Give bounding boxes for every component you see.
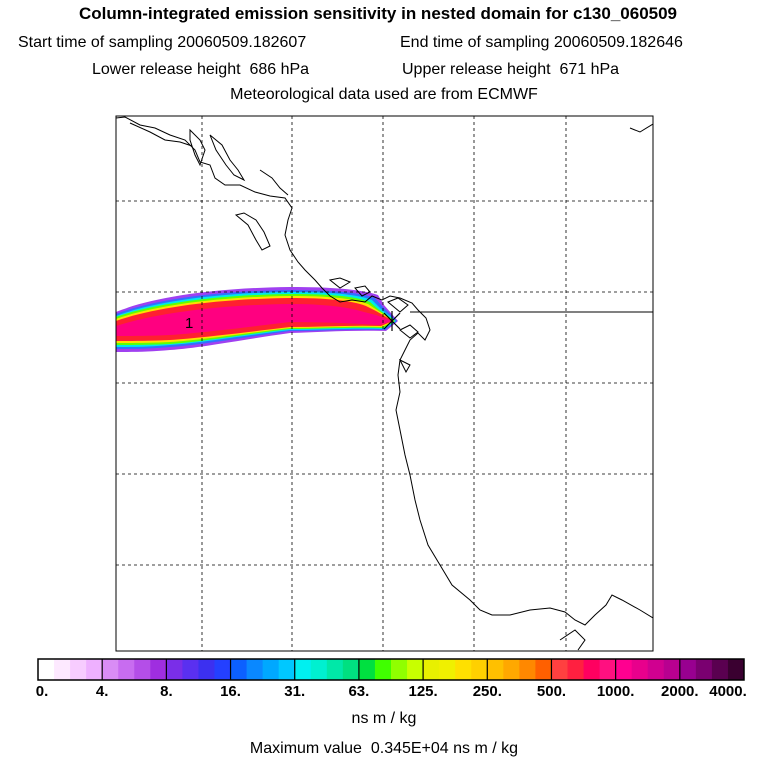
colorbar-tick-label: 0. (35, 683, 49, 700)
colorbar-cell (679, 659, 697, 680)
end-time-value: 20060509.182646 (553, 34, 683, 51)
colorbar-tick-label: 4000. (709, 683, 747, 700)
upper-height-label: Upper release height (402, 61, 551, 78)
colorbar-cell (54, 659, 71, 680)
start-time-line: Start time of sampling 20060509.182607 (18, 34, 306, 52)
map-frame (115, 115, 654, 652)
colorbar-cell (198, 659, 215, 680)
colorbar-cell (374, 659, 392, 680)
colorbar-cell (358, 659, 376, 680)
colorbar-units: ns m / kg (351, 710, 417, 727)
coastline (116, 116, 653, 651)
sensitivity-plume (116, 287, 398, 352)
colorbar-cell (551, 659, 568, 680)
colorbar-cell (86, 659, 103, 680)
end-time-label: End time of sampling (400, 34, 550, 51)
maximum-value-line: Maximum value 0.345E+04 ns m / kg (0, 740, 768, 758)
colorbar-cell (102, 659, 119, 680)
colorbar-tick-label: 125. (408, 683, 438, 700)
lower-height-line: Lower release height 686 hPa (92, 61, 309, 79)
colorbar-cell (230, 659, 248, 680)
end-time-line: End time of sampling 20060509.182646 (400, 34, 683, 52)
colorbar-cell (599, 659, 617, 680)
colorbar-tick-label: 2000. (661, 683, 699, 700)
colorbar-cell (439, 659, 456, 680)
plume-layer-magenta (116, 304, 392, 336)
release-marker (383, 311, 401, 331)
colorbar-tick-label: 16. (220, 683, 241, 700)
colorbar-dividers (101, 659, 681, 680)
release-label: 1 (185, 315, 193, 332)
colorbar-cell (118, 659, 135, 680)
maximum-value: 0.345E+04 (370, 740, 449, 757)
colorbar-tick-label: 500. (536, 683, 567, 700)
maximum-value-units: ns m / kg (453, 740, 519, 757)
colorbar-cell (214, 659, 232, 680)
colorbar-tick-label: 250. (472, 683, 502, 700)
colorbar-tick-label: 8. (160, 683, 173, 700)
colorbar-frame (37, 658, 745, 681)
colorbar-cell (663, 659, 681, 680)
colorbar-cell (294, 659, 312, 680)
colorbar-cell (150, 659, 167, 680)
colorbar-cell (391, 659, 408, 680)
colorbar-cell (647, 659, 665, 680)
colorbar-tick-label: 4. (95, 683, 109, 700)
colorbar-cell (471, 659, 488, 680)
upper-height-value: 671 hPa (559, 61, 620, 78)
colorbar-cell (727, 659, 745, 680)
met-data-line: Meteorological data used are from ECMWF (230, 86, 538, 103)
colorbar-cell (326, 659, 344, 680)
maximum-value-label: Maximum value (249, 740, 362, 757)
colorbar-cell (423, 659, 440, 680)
start-time-value: 20060509.182607 (177, 34, 307, 51)
colorbar-tick-label: 1000. (596, 683, 635, 700)
colorbar-cell (134, 659, 151, 680)
graticule (116, 116, 653, 651)
figure-title: Column-integrated emission sensitivity i… (78, 4, 678, 23)
colorbar-cell (166, 659, 183, 680)
colorbar-cell (695, 659, 713, 680)
colorbar-cell (487, 659, 504, 680)
colorbar-cell (455, 659, 472, 680)
upper-height-line: Upper release height 671 hPa (402, 61, 619, 79)
colorbar-tick-label: 63. (348, 683, 370, 700)
colorbar-cell (278, 659, 296, 680)
colorbar-cell (711, 659, 729, 680)
colorbar-cell (182, 659, 199, 680)
colorbar-cell (70, 659, 87, 680)
colorbar-cell (407, 659, 424, 680)
colorbar-cell (567, 659, 585, 680)
colorbar-cell (342, 659, 360, 680)
start-time-label: Start time of sampling (18, 34, 173, 51)
colorbar-cell (310, 659, 328, 680)
colorbar-cell (519, 659, 536, 680)
colorbar-cell (615, 659, 633, 680)
colorbar-cell (262, 659, 280, 680)
lower-height-label: Lower release height (92, 61, 241, 78)
colorbar-cell (246, 659, 264, 680)
colorbar-tick-label: 31. (284, 683, 306, 700)
lower-height-value: 686 hPa (249, 61, 310, 78)
colorbar-cell (583, 659, 601, 680)
colorbar-cell (631, 659, 649, 680)
colorbar-cell (38, 659, 55, 680)
colorbar-cell (535, 659, 552, 680)
colorbar-cell (503, 659, 520, 680)
colorbar-cells (38, 659, 745, 680)
